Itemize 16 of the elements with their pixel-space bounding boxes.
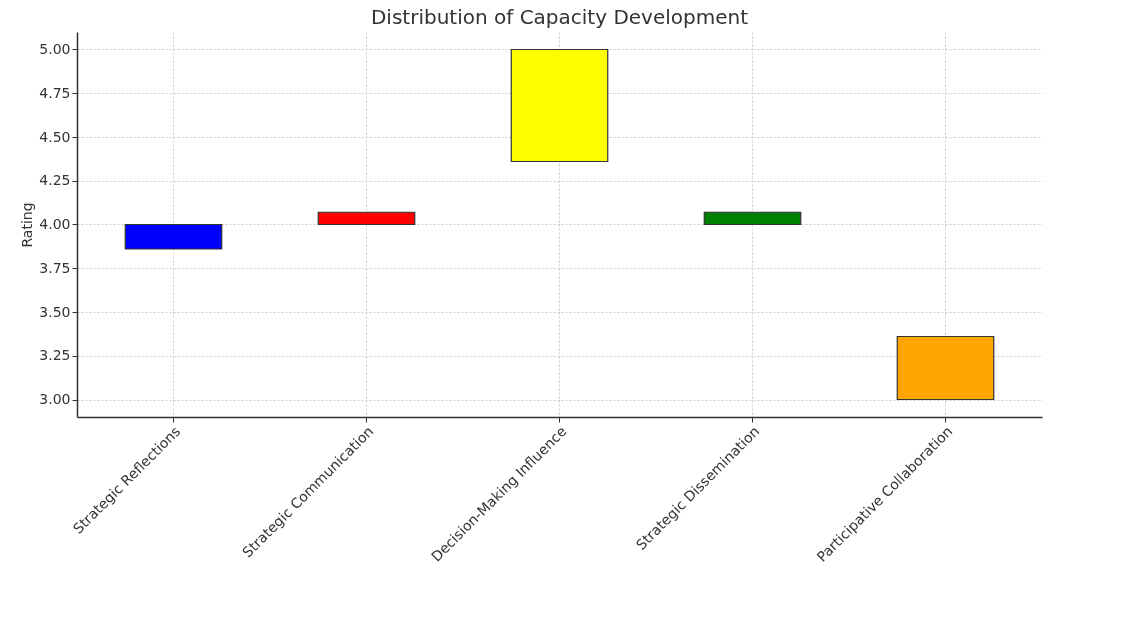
- y-tick-label: 3.50: [39, 303, 71, 320]
- y-tick-label: 4.50: [39, 128, 71, 145]
- y-tick-label: 4.00: [39, 216, 71, 232]
- chart-title: Distribution of Capacity Development: [370, 5, 749, 29]
- y-tick-label: 4.75: [39, 84, 71, 101]
- y-tick-label: 5.00: [39, 41, 71, 57]
- y-tick-label: 4.25: [39, 172, 71, 189]
- bar: [896, 335, 995, 401]
- y-tick-label: 3.25: [39, 347, 71, 364]
- y-axis-title: Rating: [19, 202, 36, 248]
- bar: [510, 48, 609, 163]
- bar: [317, 211, 416, 226]
- y-tick-label: 3.00: [39, 391, 71, 407]
- bar: [703, 211, 802, 226]
- bar: [124, 223, 223, 250]
- y-tick-label: 3.75: [39, 259, 71, 276]
